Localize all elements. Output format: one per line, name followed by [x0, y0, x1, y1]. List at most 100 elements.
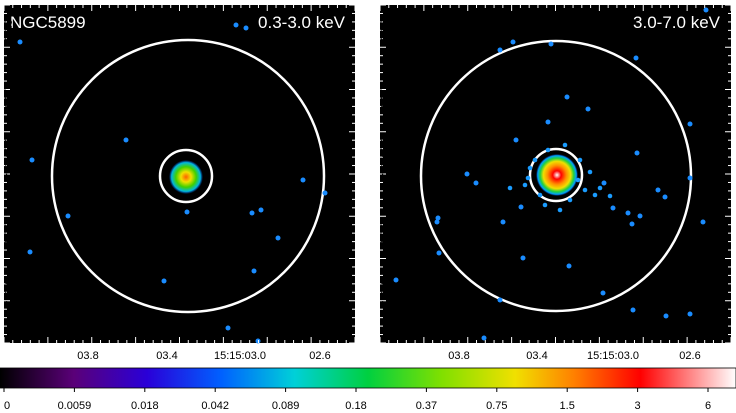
x-tick-label: 03.8	[448, 350, 469, 362]
photon	[497, 47, 503, 53]
colorbar-tick-label: 3	[635, 400, 641, 412]
photon	[633, 55, 639, 61]
photon	[464, 171, 470, 177]
x-tick-label: 02.6	[309, 350, 330, 362]
photon	[520, 255, 526, 261]
photon	[537, 192, 543, 198]
y-tick-label: 42:03:00.0	[379, 136, 391, 188]
photon	[634, 150, 640, 156]
photon	[567, 197, 573, 203]
photon	[275, 235, 281, 241]
x-tick-label: 03.4	[156, 350, 177, 362]
photon	[481, 335, 487, 341]
photon	[592, 192, 598, 198]
aperture	[528, 147, 584, 203]
aperture	[158, 148, 214, 204]
photon	[545, 119, 551, 125]
y-tick-label: 02:52.0	[379, 279, 391, 316]
photon	[513, 137, 519, 143]
photon	[700, 219, 706, 225]
photon	[564, 94, 570, 100]
photon	[625, 210, 631, 216]
photon	[249, 210, 255, 216]
photon	[17, 39, 23, 45]
colorbar-tick-label: 0.18	[345, 400, 366, 412]
photon	[600, 290, 606, 296]
photon	[562, 142, 568, 148]
photon	[436, 250, 442, 256]
photon	[597, 185, 603, 191]
y-tick-label: 08.0	[379, 19, 391, 40]
photon	[663, 313, 669, 319]
photon	[630, 307, 636, 313]
photon	[577, 157, 583, 163]
photon	[532, 157, 538, 163]
photon	[545, 147, 551, 153]
photon	[703, 7, 709, 13]
colorbar-tick-label: 0.37	[416, 400, 437, 412]
photon	[27, 249, 33, 255]
photon	[434, 219, 440, 225]
y-tick-label: 04.0	[3, 86, 15, 107]
photon	[251, 268, 257, 274]
photon	[473, 180, 479, 186]
photon	[497, 297, 503, 303]
photon	[527, 165, 533, 171]
source-emission	[536, 154, 578, 196]
photon	[566, 263, 572, 269]
photon	[542, 202, 548, 208]
photon	[585, 106, 591, 112]
source-emission	[169, 160, 203, 194]
band-label: 3.0-7.0 keV	[633, 13, 721, 32]
x-tick-label: 03.8	[77, 350, 98, 362]
colorbar-tick-label: 0.0059	[58, 400, 92, 412]
photon	[65, 213, 71, 219]
y-tick-label: 56.0	[379, 221, 391, 242]
x-tick-label: 15:15:03.0	[214, 350, 266, 362]
photon	[601, 180, 607, 186]
photon	[161, 278, 167, 284]
y-tick-label: 08.0	[3, 19, 15, 40]
photon	[548, 41, 554, 47]
aperture	[50, 38, 326, 314]
colorbar-tick-label: 0.089	[272, 400, 300, 412]
y-tick-label: 04.0	[379, 86, 391, 107]
photon	[393, 277, 399, 283]
y-tick-label: 02:52.0	[3, 279, 15, 316]
photon	[587, 169, 593, 175]
photon	[184, 209, 190, 215]
photon	[258, 207, 264, 213]
colorbar	[0, 367, 736, 389]
photon	[507, 185, 513, 191]
photon	[637, 213, 643, 219]
x-tick-label: 03.4	[526, 350, 547, 362]
photon	[233, 22, 239, 28]
photon	[629, 221, 635, 227]
photon	[522, 182, 528, 188]
photon	[322, 190, 328, 196]
band-label: 0.3-3.0 keV	[258, 13, 346, 32]
colorbar-tick-label: 0.018	[131, 400, 159, 412]
y-tick-label: 42:03:00.0	[3, 136, 15, 188]
photon	[610, 205, 616, 211]
photon	[607, 193, 613, 199]
photon	[243, 25, 249, 31]
photon	[29, 157, 35, 163]
photon	[687, 311, 693, 317]
colorbar-tick-label: 0.042	[201, 400, 229, 412]
photon	[525, 175, 531, 181]
photon	[300, 177, 306, 183]
photon	[655, 187, 661, 193]
photon	[500, 219, 506, 225]
colorbar-tick-label: 0	[4, 400, 10, 412]
photon	[557, 207, 563, 213]
photon	[687, 121, 693, 127]
colorbar-tick-label: 6	[705, 400, 711, 412]
colorbar-tick-label: 0.75	[486, 400, 507, 412]
y-tick-label: 56.0	[3, 221, 15, 242]
x-tick-label: 15:15:03.0	[587, 350, 639, 362]
photon	[225, 325, 231, 331]
photon	[575, 177, 581, 183]
photon	[123, 137, 129, 143]
